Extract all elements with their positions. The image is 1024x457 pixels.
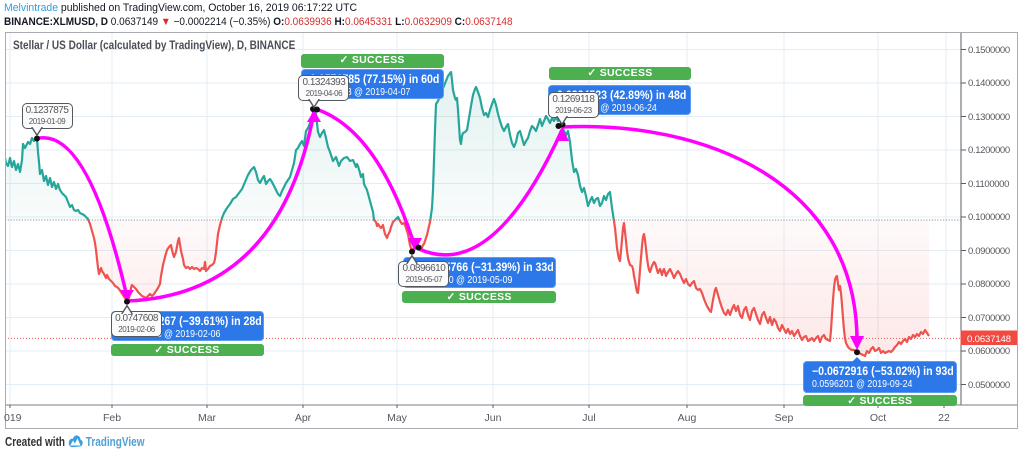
svg-text:0.0637148: 0.0637148 <box>967 334 1011 345</box>
